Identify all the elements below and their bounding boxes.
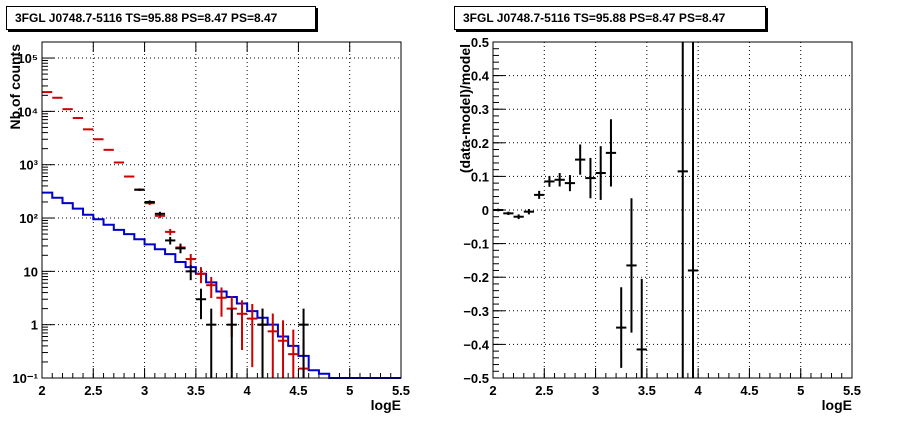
y-tick-label: 10³ — [19, 158, 38, 173]
y-tick-label: 10² — [19, 211, 38, 226]
y-tick-label: −0.3 — [463, 304, 489, 319]
model-histogram-line — [42, 191, 401, 379]
x-tick-label: 3.5 — [638, 383, 656, 398]
x-tick-label: 3 — [592, 383, 599, 398]
plot-area — [493, 42, 852, 378]
y-tick-label: 0.5 — [471, 35, 489, 50]
x-tick-label: 4.5 — [740, 383, 758, 398]
x-tick-label: 3.5 — [187, 383, 205, 398]
x-tick-label: 5 — [346, 383, 353, 398]
y-tick-label: −0.2 — [463, 270, 489, 285]
y-tick-label: 1 — [31, 318, 38, 333]
y-tick-label: 0 — [482, 203, 489, 218]
x-tick-label: 5.5 — [843, 383, 861, 398]
y-tick-label: 0.1 — [471, 169, 489, 184]
plot-area — [42, 42, 401, 378]
x-tick-label: 2 — [489, 383, 496, 398]
y-tick-label: 10⁵ — [17, 51, 38, 66]
y-tick-label: 10⁻¹ — [12, 371, 38, 386]
residual-plot-title: 3FGL J0748.7-5116 TS=95.88 PS=8.47 PS=8.… — [454, 6, 766, 30]
y-tick-label: 0.2 — [471, 136, 489, 151]
x-tick-label: 4 — [244, 383, 252, 398]
counts-plot: 2 2.5 3 3.5 4 4.5 5 5.5 10⁻¹ 1 10 10² 10³ 10⁴ 10⁵ logE N… — [7, 41, 410, 413]
y-axis-label: (data-model)/model — [457, 44, 473, 173]
x-tick-label: 2.5 — [535, 383, 553, 398]
x-tick-label: 3 — [141, 383, 148, 398]
x-tick-label: 4 — [695, 383, 703, 398]
y-tick-label: 0.4 — [471, 69, 490, 84]
y-axis-label: Nb of counts — [7, 44, 23, 130]
x-axis-label: logE — [822, 397, 852, 413]
x-tick-label: 5.5 — [392, 383, 410, 398]
residual-plot: 2 2.5 3 3.5 4 4.5 5 5.5 −0.5 −0.4 −0.3 −0.2 −0.1 0 0.1… — [457, 35, 861, 413]
y-tick-label: −0.5 — [463, 371, 489, 386]
plot-frame — [492, 41, 853, 379]
x-tick-label: 5 — [797, 383, 804, 398]
y-tick-label: 10⁴ — [17, 104, 38, 119]
counts-plot-title: 3FGL J0748.7-5116 TS=95.88 PS=8.47 PS=8.… — [6, 6, 316, 30]
x-tick-label: 4.5 — [289, 383, 307, 398]
y-tick-label: 0.3 — [471, 102, 489, 117]
plot-frame — [41, 41, 402, 379]
x-axis-label: logE — [371, 397, 401, 413]
x-tick-label: 2.5 — [84, 383, 102, 398]
y-tick-label: −0.4 — [463, 337, 489, 352]
y-tick-label: 10 — [24, 264, 38, 279]
y-tick-label: −0.1 — [463, 237, 489, 252]
x-tick-label: 2 — [38, 383, 45, 398]
